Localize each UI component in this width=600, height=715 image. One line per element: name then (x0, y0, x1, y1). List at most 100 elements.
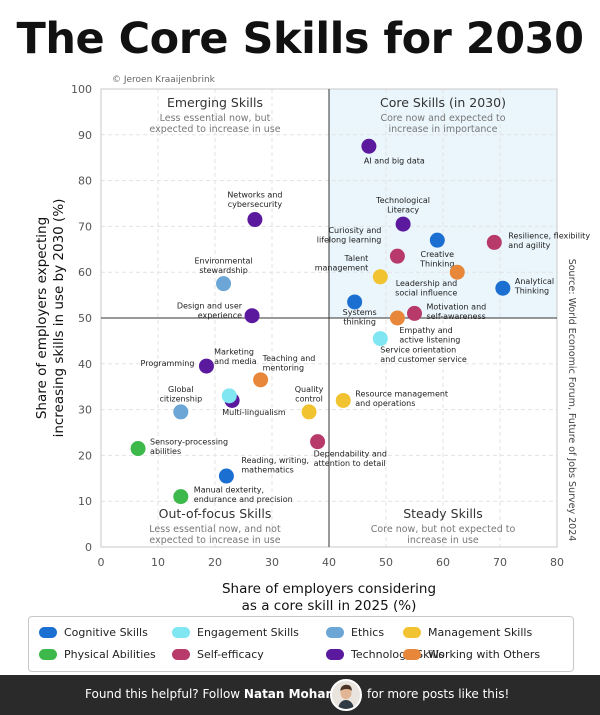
data-point-label: Sensory-processing abilities (150, 438, 228, 457)
legend-swatch (172, 627, 190, 638)
data-point-label: Motivation and self-awareness (427, 302, 487, 321)
legend-swatch (172, 649, 190, 660)
data-point-label: Quality control (295, 385, 324, 404)
data-point (449, 264, 465, 280)
data-point-label: Talent management (315, 254, 369, 273)
footer-prefix: Found this helpful? Follow Natan Mohart (85, 687, 337, 701)
x-tick-label: 30 (265, 556, 279, 569)
data-point-label: Reading, writing, mathematics (241, 456, 309, 475)
footer-banner: Found this helpful? Follow Natan Mohart … (0, 675, 600, 715)
quadrant-title-core: Core Skills (in 2030) (380, 95, 506, 110)
data-point-label: Resource management and operations (355, 389, 448, 408)
data-point (253, 372, 269, 388)
data-point-label: Curiosity and lifelong learning (317, 226, 382, 245)
data-point-label: Multi-lingualism (222, 408, 286, 417)
data-point-label: Programming (141, 359, 195, 368)
data-point (335, 392, 351, 408)
data-point (347, 294, 363, 310)
author-name-link[interactable]: Natan Mohart (243, 687, 338, 701)
data-point-label: Global citizenship (159, 385, 202, 404)
data-point (429, 232, 445, 248)
data-point (407, 305, 422, 321)
data-point (130, 441, 146, 457)
legend-label: Cognitive Skills (64, 626, 148, 639)
legend-swatch (326, 627, 344, 638)
data-point-label: Leadership and social influence (395, 279, 457, 298)
data-point-label: Teaching and mentoring (262, 354, 316, 373)
y-tick-label: 30 (78, 404, 92, 417)
y-tick-label: 100 (71, 83, 92, 96)
y-tick-label: 50 (78, 312, 92, 325)
quadrant-title-emerging: Emerging Skills (167, 95, 263, 110)
footer-suffix: for more posts like this! (367, 687, 510, 701)
data-point (361, 138, 377, 154)
y-tick-label: 80 (78, 175, 92, 188)
x-tick-label: 0 (98, 556, 105, 569)
data-point-label: Technological Literacy (375, 196, 430, 215)
page-title: The Core Skills for 2030 (16, 14, 584, 64)
x-tick-label: 50 (379, 556, 393, 569)
legend-swatch (39, 649, 57, 660)
data-point-label: Environmental stewardship (194, 257, 252, 276)
y-tick-label: 10 (78, 495, 92, 508)
data-point-label: Networks and cybersecurity (227, 191, 282, 210)
data-point (221, 388, 237, 404)
data-point-label: Design and user experience (177, 302, 243, 321)
quadrant-desc-steady: Core now, but not expected to increase in… (371, 524, 516, 546)
y-tick-label: 70 (78, 220, 92, 233)
data-point (244, 308, 260, 324)
legend-swatch (39, 627, 57, 638)
data-point (218, 468, 234, 484)
y-tick-label: 40 (78, 358, 92, 371)
x-tick-label: 80 (550, 556, 564, 569)
legend-label: Physical Abilities (64, 648, 156, 661)
quadrant-desc-out: Less essential now, and not expected to i… (149, 524, 281, 546)
legend-label: Ethics (351, 626, 385, 639)
data-point-label: Manual dexterity, endurance and precision (194, 486, 293, 505)
legend-item: Management Skills (403, 626, 532, 639)
author-avatar[interactable] (330, 679, 362, 711)
legend-item: Ethics (326, 626, 384, 639)
scatter-chart: 0 10 20 30 40 50 60 70 80 0 10 20 30 40 50 60 70 80 90 100 ©… (34, 75, 590, 614)
x-tick-label: 40 (322, 556, 336, 569)
legend-item: Technology Skills (326, 648, 444, 661)
x-axis-label: Share of employers considering as a core … (222, 581, 436, 614)
legend-item: Engagement Skills (172, 626, 299, 639)
data-point (173, 489, 189, 505)
data-point-label: Empathy and active listening (399, 326, 460, 345)
legend-label: Technology Skills (351, 648, 445, 661)
data-point (372, 331, 388, 347)
x-tick-label: 10 (151, 556, 165, 569)
data-point (389, 248, 405, 264)
source-label: Source: World Economic Forum, Future of … (566, 259, 577, 542)
data-point-label: Systems thinking (343, 308, 377, 327)
legend-swatch (326, 649, 344, 660)
data-point-label: Dependability and attention to detail (314, 450, 387, 469)
data-point-label: Creative Thinking (419, 250, 454, 269)
legend-swatch (403, 627, 421, 638)
footer-prefix-text: Found this helpful? Follow (85, 687, 244, 701)
legend-label: Working with Others (428, 648, 541, 661)
legend-item: Self-efficacy (172, 648, 264, 661)
data-point-label: AI and big data (364, 156, 425, 165)
quadrant-title-out: Out-of-focus Skills (159, 506, 272, 521)
data-point-label: Analytical Thinking (514, 277, 554, 296)
x-tick-label: 20 (208, 556, 222, 569)
data-point (372, 269, 388, 285)
legend-item: Cognitive Skills (39, 626, 148, 639)
avatar-portrait-icon (332, 681, 360, 709)
legend-swatch (403, 649, 421, 660)
data-point (495, 280, 511, 296)
data-point-label: Marketing and media (214, 347, 257, 366)
legend-item: Working with Others (403, 648, 540, 661)
legend-item: Physical Abilities (39, 648, 156, 661)
data-point (310, 434, 326, 450)
credit-label: © Jeroen Kraaijenbrink (112, 75, 216, 85)
data-point (247, 212, 263, 228)
data-point-label: Service orientation and customer service (380, 346, 467, 365)
data-point (198, 358, 214, 374)
y-tick-label: 20 (78, 449, 92, 462)
data-point (173, 404, 189, 420)
y-tick-label: 90 (78, 129, 92, 142)
x-tick-label: 70 (493, 556, 507, 569)
